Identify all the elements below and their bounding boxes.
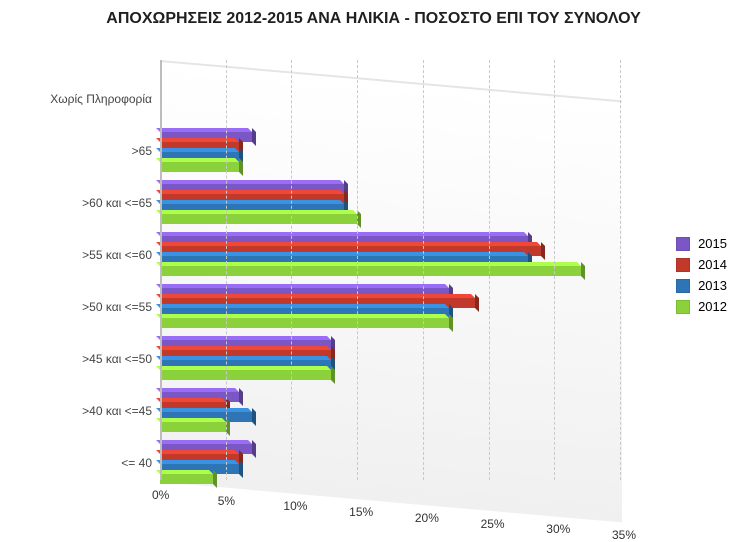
bar-front — [160, 266, 582, 276]
legend: 2015 2014 2013 2012 — [676, 230, 727, 320]
gridline — [160, 60, 162, 480]
y-category-label: Χωρίς Πληροφορία — [12, 92, 152, 106]
legend-swatch — [676, 237, 690, 251]
bar — [160, 474, 213, 484]
bar-side — [252, 408, 256, 426]
bar-side — [252, 440, 256, 458]
bar-side — [239, 158, 243, 176]
bar — [160, 266, 581, 276]
bar-front — [160, 318, 450, 328]
y-category-label: >45 και <=50 — [12, 352, 152, 366]
y-category-label: <= 40 — [12, 456, 152, 470]
x-tick-label: 10% — [283, 499, 307, 513]
y-category-label: >50 και <=55 — [12, 300, 152, 314]
gridline — [423, 60, 424, 480]
x-tick-label: 20% — [415, 511, 439, 525]
bar-front — [160, 214, 358, 224]
bar — [160, 422, 226, 432]
y-category-label: >60 και <=65 — [12, 196, 152, 210]
gridline — [226, 60, 227, 480]
legend-label: 2014 — [698, 257, 727, 272]
bar-front — [160, 162, 240, 172]
bar-side — [331, 366, 335, 384]
legend-item: 2013 — [676, 278, 727, 293]
bar — [160, 214, 357, 224]
bar — [160, 162, 239, 172]
bar-side — [252, 128, 256, 146]
legend-item: 2015 — [676, 236, 727, 251]
y-category-label: >55 και <=60 — [12, 248, 152, 262]
gridline — [489, 60, 490, 480]
bar-side — [239, 388, 243, 406]
x-tick-label: 30% — [546, 522, 570, 536]
legend-item: 2012 — [676, 299, 727, 314]
legend-host: 2015 2014 2013 2012 — [676, 236, 727, 314]
bar-side — [541, 242, 545, 260]
x-tick-label: 0% — [152, 488, 169, 502]
x-tick-label: 35% — [612, 528, 636, 542]
y-category-label: >40 και <=45 — [12, 404, 152, 418]
legend-swatch — [676, 279, 690, 293]
plot-area — [160, 60, 620, 480]
bar-front — [160, 474, 214, 484]
legend-item: 2014 — [676, 257, 727, 272]
bar-side — [239, 460, 243, 478]
bar-side — [449, 314, 453, 332]
y-category-label: >65 — [12, 144, 152, 158]
chart-container: ΑΠΟΧΩΡΗΣΕΙΣ 2012-2015 ΑΝΑ ΗΛΙΚΙΑ - ΠΟΣΟΣ… — [0, 0, 747, 519]
legend-swatch — [676, 258, 690, 272]
x-tick-label: 5% — [218, 494, 235, 508]
legend-label: 2013 — [698, 278, 727, 293]
legend-label: 2015 — [698, 236, 727, 251]
bar-front — [160, 422, 227, 432]
bar-front — [160, 370, 332, 380]
bar — [160, 370, 331, 380]
legend-swatch — [676, 300, 690, 314]
bar — [160, 318, 449, 328]
x-tick-label: 15% — [349, 505, 373, 519]
chart-title: ΑΠΟΧΩΡΗΣΕΙΣ 2012-2015 ΑΝΑ ΗΛΙΚΙΑ - ΠΟΣΟΣ… — [0, 10, 747, 28]
gridline — [620, 60, 621, 480]
legend-label: 2012 — [698, 299, 727, 314]
gridline — [357, 60, 358, 480]
